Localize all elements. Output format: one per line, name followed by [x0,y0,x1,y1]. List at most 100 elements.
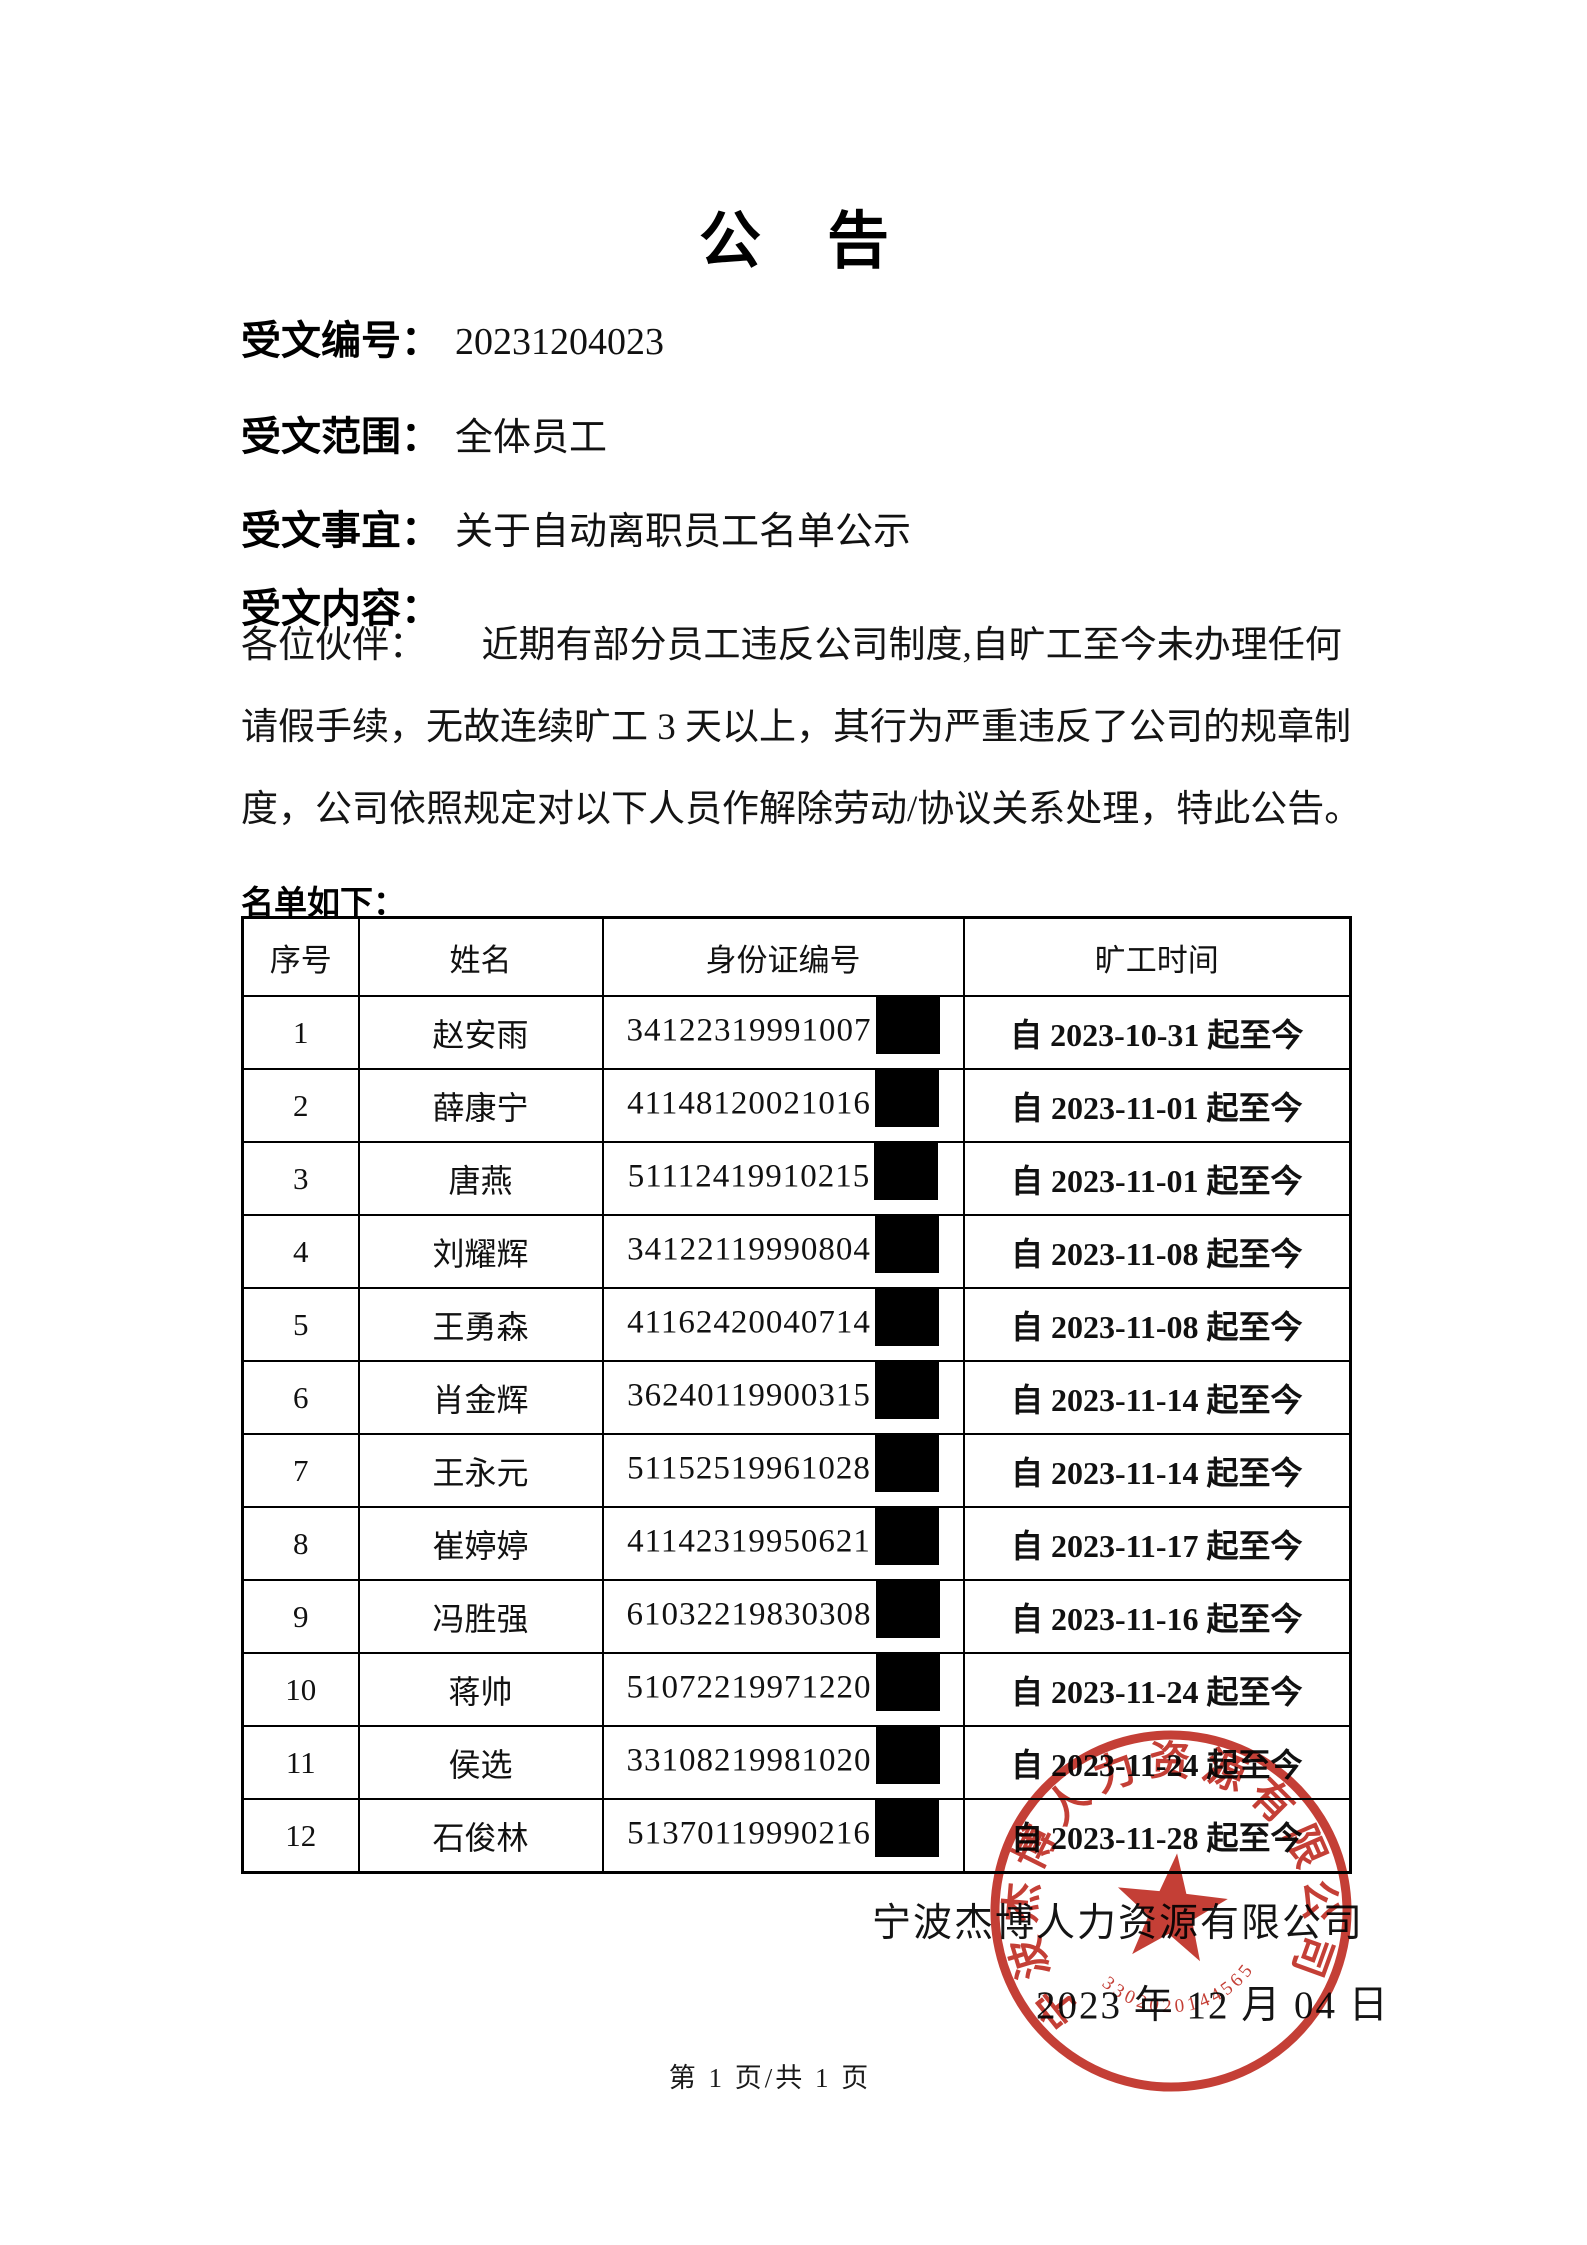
cell-name: 赵安雨 [357,995,604,1070]
id-number-visible-digits: 61032219830308 [626,1596,872,1633]
cell-name: 崔婷婷 [357,1506,604,1581]
meta-subject-value: 关于自动离职员工名单公示 [455,511,912,553]
redaction-box [874,1798,939,1857]
id-number-visible-digits: 36240119900315 [627,1377,871,1414]
cell-name: 蒋帅 [357,1652,604,1727]
cell-index: 1 [241,995,360,1070]
cell-index: 12 [241,1798,360,1874]
cell-absence-time: 自 2023-11-14 起至今 [962,1360,1352,1435]
redaction-box [874,1433,939,1492]
body-paragraph-line: 度，公司依照规定对以下人员作解除劳动/协议关系处理，特此公告。 [241,789,1362,830]
table-row: 8 崔婷婷 41142319950621 自 2023-11-17 起至今 [241,1506,1352,1581]
cell-name: 肖金辉 [357,1360,604,1435]
page-title: 公 告 [698,208,891,276]
cell-absence-time: 自 2023-11-17 起至今 [962,1506,1352,1581]
header-index: 序号 [241,916,360,997]
cell-id-number: 51072219971220 [601,1652,965,1727]
table-body: 1 赵安雨 34122319991007 自 2023-10-31 起至今 2 薛康宁 41… [241,995,1352,1874]
meta-subject: 受文事宜： 关于自动离职员工名单公示 [241,498,911,556]
cell-absence-time: 自 2023-11-16 起至今 [962,1579,1352,1654]
cell-absence-time: 自 2023-11-14 起至今 [962,1433,1352,1508]
cell-name: 刘耀辉 [357,1214,604,1289]
meta-doc-number-label: 受文编号： [241,318,441,363]
cell-absence-time: 自 2023-11-01 起至今 [962,1141,1352,1216]
header-id-number: 身份证编号 [601,916,965,997]
cell-name: 石俊林 [357,1798,604,1874]
page-number: 第 1 页/共 1 页 [668,2063,872,2093]
cell-absence-time: 自 2023-10-31 起至今 [962,995,1352,1070]
header-absence-time: 旷工时间 [962,916,1352,997]
meta-scope-value: 全体员工 [455,417,608,459]
id-number-visible-digits: 41162420040714 [627,1304,871,1341]
cell-absence-time: 自 2023-11-24 起至今 [962,1652,1352,1727]
meta-content: 受文内容： [241,576,455,634]
redaction-box [874,1360,939,1419]
table-row: 3 唐燕 51112419910215 自 2023-11-01 起至今 [241,1141,1352,1216]
meta-subject-label: 受文事宜： [241,508,441,553]
cell-id-number: 61032219830308 [601,1579,965,1654]
redaction-box [874,1506,939,1565]
cell-absence-time: 自 2023-11-28 起至今 [962,1798,1352,1874]
cell-index: 7 [241,1433,360,1508]
redaction-box [874,1141,939,1200]
cell-index: 4 [241,1214,360,1289]
id-number-visible-digits: 34122119990804 [627,1231,871,1268]
table-row: 12 石俊林 51370119990216 自 2023-11-28 起至今 [241,1798,1352,1874]
cell-absence-time: 自 2023-11-08 起至今 [962,1287,1352,1362]
cell-name: 唐燕 [357,1141,604,1216]
cell-index: 9 [241,1579,360,1654]
body-paragraph-line: 请假手续，无故连续旷工 3 天以上，其行为严重违反了公司的规章制 [241,707,1351,748]
body-paragraph-line: 各位伙伴： 近期有部分员工违反公司制度,自旷工至今未办理任何 [241,625,1342,666]
cell-id-number: 36240119900315 [601,1360,965,1435]
redaction-box [875,1579,940,1638]
table-row: 7 王永元 51152519961028 自 2023-11-14 起至今 [241,1433,1352,1508]
cell-index: 8 [241,1506,360,1581]
meta-scope: 受文范围： 全体员工 [241,404,607,462]
id-number-visible-digits: 51112419910215 [627,1158,871,1195]
cell-index: 10 [241,1652,360,1727]
redaction-box [875,1725,940,1784]
cell-name: 冯胜强 [357,1579,604,1654]
cell-name: 王勇森 [357,1287,604,1362]
redaction-box [874,1287,939,1346]
signature-company: 宁波杰博人力资源有限公司 [872,1902,1365,1945]
table-row: 6 肖金辉 36240119900315 自 2023-11-14 起至今 [241,1360,1352,1435]
redaction-box [874,1214,939,1273]
id-number-visible-digits: 41148120021016 [627,1085,871,1122]
cell-name: 薛康宁 [357,1068,604,1143]
table-row: 10 蒋帅 51072219971220 自 2023-11-24 起至今 [241,1652,1352,1727]
header-name: 姓名 [357,916,604,997]
signature-date: 2023 年 12 月 04 日 [1036,1984,1390,2027]
meta-content-label: 受文内容： [241,586,441,631]
id-number-visible-digits: 34122319991007 [626,1012,872,1049]
id-number-visible-digits: 41142319950621 [627,1523,871,1560]
cell-index: 11 [241,1725,360,1800]
cell-absence-time: 自 2023-11-08 起至今 [962,1214,1352,1289]
meta-doc-number-value: 20231204023 [455,321,664,363]
table-row: 5 王勇森 41162420040714 自 2023-11-08 起至今 [241,1287,1352,1362]
meta-doc-number: 受文编号： 20231204023 [241,308,664,366]
cell-id-number: 34122119990804 [601,1214,965,1289]
table-row: 11 侯选 33108219981020 自 2023-11-24 起至今 [241,1725,1352,1800]
cell-id-number: 41162420040714 [601,1287,965,1362]
cell-id-number: 51370119990216 [601,1798,965,1874]
id-number-visible-digits: 51072219971220 [626,1669,872,1706]
cell-index: 3 [241,1141,360,1216]
cell-index: 5 [241,1287,360,1362]
cell-name: 侯选 [357,1725,604,1800]
table-row: 2 薛康宁 41148120021016 自 2023-11-01 起至今 [241,1068,1352,1143]
cell-id-number: 33108219981020 [601,1725,965,1800]
id-number-visible-digits: 51152519961028 [627,1450,871,1487]
cell-id-number: 41148120021016 [601,1068,965,1143]
cell-name: 王永元 [357,1433,604,1508]
redaction-box [875,995,940,1054]
table-row: 9 冯胜强 61032219830308 自 2023-11-16 起至今 [241,1579,1352,1654]
redaction-box [874,1068,939,1127]
cell-absence-time: 自 2023-11-01 起至今 [962,1068,1352,1143]
id-number-visible-digits: 51370119990216 [627,1815,871,1852]
cell-absence-time: 自 2023-11-24 起至今 [962,1725,1352,1800]
table-row: 4 刘耀辉 34122119990804 自 2023-11-08 起至今 [241,1214,1352,1289]
dismissed-employees-table: 序号 姓名 身份证编号 旷工时间 1 赵安雨 34122319991007 自 202… [241,916,1352,1874]
cell-index: 2 [241,1068,360,1143]
